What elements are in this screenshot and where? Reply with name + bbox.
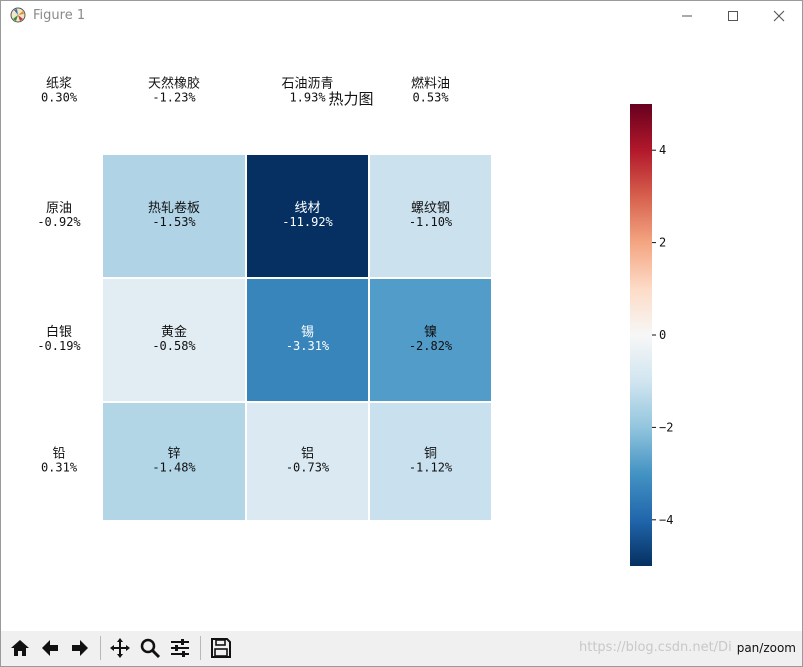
- cell-value-label: -2.82%: [409, 339, 453, 353]
- cell-name-label: 铜: [424, 447, 437, 462]
- cell-name-label: 燃料油: [411, 76, 450, 92]
- cell-value-label: -0.92%: [37, 215, 81, 229]
- heatmap-cell: [368, 155, 492, 279]
- cell-name-label: 热轧卷板: [148, 200, 200, 216]
- home-button[interactable]: [7, 635, 33, 661]
- cell-name-label: 线材: [294, 201, 320, 216]
- watermark-text: https://blog.csdn.net/Di: [579, 640, 732, 655]
- configure-subplots-icon: [171, 639, 189, 657]
- close-button[interactable]: [756, 1, 802, 31]
- zoom-icon: [140, 638, 161, 659]
- cell-value-label: -1.48%: [152, 461, 196, 475]
- window-title: Figure 1: [33, 8, 86, 23]
- cell-value-label: -1.53%: [152, 215, 196, 229]
- chart-title: 热力图: [328, 90, 373, 108]
- minimize-icon: [682, 15, 692, 17]
- cell-name-label: 锡: [301, 325, 314, 340]
- save-button[interactable]: [208, 635, 234, 661]
- colorbar-tick-label: 4: [659, 143, 666, 157]
- minimize-button[interactable]: [664, 1, 710, 31]
- cell-value-label: -11.92%: [282, 215, 333, 229]
- save-icon: [211, 638, 231, 658]
- cell-name-label: 铝: [301, 447, 314, 462]
- cell-value-label: -1.12%: [409, 461, 453, 475]
- heatmap-cell: [102, 277, 247, 403]
- colorbar-tick-label: −2: [659, 420, 673, 434]
- cell-name-label: 锌: [167, 447, 180, 462]
- cell-name-label: 原油: [46, 201, 72, 216]
- matplotlib-logo-icon: [10, 7, 26, 23]
- cell-value-label: 0.31%: [41, 461, 78, 475]
- heatmap-cell: [102, 155, 247, 279]
- back-icon: [42, 640, 58, 656]
- heatmap-cell: [102, 401, 247, 521]
- cell-value-label: 1.93%: [289, 91, 326, 105]
- cell-name-label: 白银: [46, 324, 72, 340]
- cell-value-label: -0.73%: [286, 461, 330, 475]
- close-icon: [773, 10, 785, 22]
- cell-value-label: -0.19%: [37, 339, 81, 353]
- cell-name-label: 纸浆: [46, 77, 72, 92]
- cell-value-label: -1.10%: [409, 215, 453, 229]
- maximize-icon: [728, 11, 738, 21]
- cell-value-label: -0.58%: [152, 339, 196, 353]
- cell-name-label: 天然橡胶: [148, 76, 200, 92]
- home-icon: [11, 640, 29, 656]
- configure-subplots-button[interactable]: [167, 635, 193, 661]
- pan-icon: [110, 638, 130, 658]
- toolbar-separator: [100, 636, 101, 660]
- colorbar-tick-label: 0: [659, 328, 666, 342]
- cell-name-label: 黄金: [161, 324, 187, 340]
- cell-name-label: 螺纹钢: [411, 201, 450, 216]
- title-bar: Figure 1: [1, 1, 802, 31]
- cell-value-label: -3.31%: [286, 339, 330, 353]
- colorbar-tick-label: −4: [659, 513, 673, 527]
- back-button[interactable]: [37, 635, 63, 661]
- status-text: pan/zoom: [736, 641, 796, 655]
- cell-name-label: 镍: [424, 325, 437, 340]
- cell-value-label: 0.53%: [412, 91, 449, 105]
- heatmap-cell: [368, 401, 492, 521]
- cell-value-label: 0.30%: [41, 91, 78, 105]
- forward-icon: [72, 640, 88, 656]
- toolbar-separator: [200, 636, 201, 660]
- cell-name-label: 铅: [52, 447, 65, 462]
- cell-name-label: 石油沥青: [281, 77, 333, 92]
- cell-value-label: -1.23%: [152, 91, 196, 105]
- colorbar: [630, 104, 652, 566]
- maximize-button[interactable]: [710, 1, 756, 31]
- colorbar-tick-label: 2: [659, 236, 666, 250]
- heatmap-cell: [368, 277, 492, 403]
- pan-button[interactable]: [107, 635, 133, 661]
- zoom-button[interactable]: [137, 635, 163, 661]
- forward-button[interactable]: [67, 635, 93, 661]
- navigation-toolbar: https://blog.csdn.net/Di pan/zoom: [1, 631, 802, 666]
- figure-canvas[interactable]: 热力图 纸浆 0.30% 天然橡胶 -1.23% 石油沥青 1.93% 燃料油 0.53% 原油…: [1, 31, 802, 631]
